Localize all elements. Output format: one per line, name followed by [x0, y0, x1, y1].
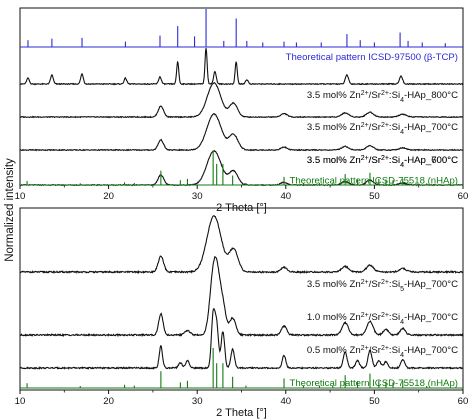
series-label-2: 1.0 mol% Zn2+/Sr2+:Si4-HAp_700°C [307, 312, 458, 326]
x-tick-label: 30 [192, 396, 203, 407]
pattern-line [19, 113, 464, 152]
x-axis-label: 2 Theta [°] [216, 407, 267, 419]
panel-bottom: 3.5 mol% Zn2+/Sr2+:Si5-HAp_700°C 1.0 mol%… [15, 207, 469, 419]
series-label-6: Theoretical pattern ICSD-75518 (nHAp) [289, 176, 458, 187]
x-tick-label: 50 [369, 191, 380, 202]
series-label-5: 3.5 mol% Zn2+/Sr2+:Si4-HAp_600°C [307, 155, 458, 169]
x-tick-label: 60 [458, 396, 469, 407]
pattern-line [19, 214, 464, 275]
series-1 [19, 214, 464, 275]
series-3 [19, 82, 464, 119]
series-3 [19, 307, 464, 370]
series-1 [20, 9, 463, 48]
x-tick-label: 50 [369, 396, 380, 407]
series-label-4: 3.5 mol% Zn2+/Sr2+:Si4-HAp_700°C [307, 155, 458, 169]
x-tick-label: 60 [458, 191, 469, 202]
series-2 [19, 255, 464, 338]
x-tick-label: 30 [192, 191, 203, 202]
x-tick-label: 40 [280, 191, 291, 202]
series-label-4: Theoretical pattern ICSD-75518 (nHAp) [289, 378, 458, 389]
x-tick-label: 10 [15, 191, 26, 202]
pattern-line [19, 255, 464, 338]
series-label-3: 0.5 mol% Zn2+/Sr2+:Si4-HAp_700°C [307, 345, 458, 359]
x-tick-label: 40 [280, 396, 291, 407]
series-4 [20, 348, 463, 389]
panel-top: Theoretical pattern ICSD-97500 (β-TCP) 3.… [15, 7, 469, 214]
series-label-1: Theoretical pattern ICSD-97500 (β-TCP) [286, 52, 458, 63]
pattern-line [19, 307, 464, 370]
series-4 [19, 113, 464, 152]
x-tick-label: 20 [103, 396, 114, 407]
series-2 [19, 48, 464, 86]
x-tick-label: 10 [15, 396, 26, 407]
pattern-line [19, 82, 464, 119]
plot-frame [19, 207, 464, 391]
x-tick-label: 20 [103, 191, 114, 202]
series-label-2: 3.5 mol% Zn2+/Sr2+:Si4-HAp_800°C [307, 90, 458, 104]
series-label-1: 3.5 mol% Zn2+/Sr2+:Si5-HAp_700°C [307, 279, 458, 293]
pattern-line [19, 48, 464, 86]
series-label-3: 3.5 mol% Zn2+/Sr2+:Si4-HAp_700°C [307, 122, 458, 136]
